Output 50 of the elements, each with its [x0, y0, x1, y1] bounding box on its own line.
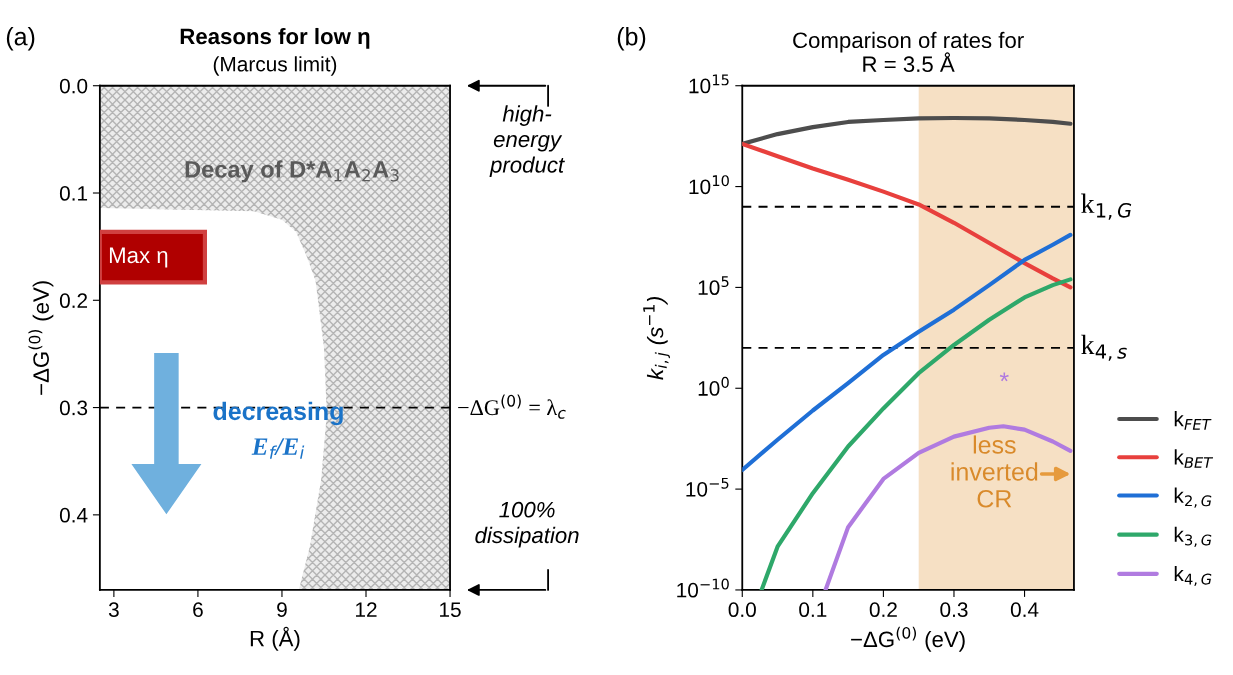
x-tick-label: 0.0	[728, 602, 756, 618]
x-tick-label: 12	[356, 602, 377, 617]
text: 100% dissipation	[475, 501, 579, 548]
y-tick-label: 0.3	[59, 400, 88, 416]
annotation: E$_{f}$/E$_{i}$	[251, 438, 305, 459]
x-tick-label: 6	[193, 602, 203, 618]
y-tick-label: 10$^{15}$	[689, 74, 729, 94]
y-tick-label: 10$^{10}$	[689, 175, 729, 195]
text: high- energy product	[489, 105, 565, 178]
chart-subtitle: (Marcus limit)	[213, 56, 337, 76]
y-tick-label: 0.1	[59, 186, 88, 201]
chart-title: Comparison of rates for R = 3.5 Å	[793, 31, 1024, 73]
x-axis-title: R (Å)	[250, 626, 300, 651]
y-tick-label: 10$^{−5}$	[686, 477, 729, 497]
legend-label: k$_{2,G}$	[1174, 487, 1212, 508]
y-axis-title: −ΔG$^{(0)}$ (eV)	[28, 281, 54, 395]
text: (a)	[6, 27, 35, 51]
y-tick-label: 0.4	[59, 507, 88, 523]
y-tick-label: 10$^{−10}$	[677, 578, 729, 598]
y-axis-title: k$_{i,j}$ (s$^{−1}$)	[643, 297, 670, 380]
y-tick-label: 10$^{5}$	[698, 276, 729, 296]
legend-label: k$_{BET}$	[1174, 449, 1214, 468]
x-tick-label: 0.4	[1010, 602, 1039, 618]
line-series	[742, 141, 1073, 290]
line-series	[759, 277, 1073, 590]
x-axis-title: −ΔG$^{(0)}$ (eV)	[851, 626, 965, 652]
ref-line-label: k$_{1,G}$	[1081, 193, 1132, 220]
ref-line-label: k$_{4,s}$	[1081, 334, 1127, 361]
x-tick-label: 15	[440, 602, 461, 618]
chart-title: Reasons for low η	[180, 27, 370, 49]
annotation: Max η	[109, 247, 168, 268]
text: (b)	[617, 27, 646, 51]
line-series	[823, 424, 1073, 590]
x-tick-label: 9	[277, 602, 287, 618]
x-tick-label: 0.2	[869, 602, 897, 618]
legend-label: k$_{4,G}$	[1174, 565, 1212, 587]
annotation: decreasing	[213, 401, 343, 426]
ref-line-label: −ΔG$^{(0)}$ = λ$_{c}$	[458, 394, 566, 419]
y-tick-label: 0.0	[59, 78, 88, 94]
line-series	[742, 115, 1073, 147]
x-tick-label: 0.3	[940, 602, 968, 618]
legend-label: k$_{3,G}$	[1174, 526, 1212, 547]
x-tick-label: 0.1	[799, 602, 827, 618]
y-tick-label: 10$^{0}$	[698, 376, 729, 396]
annotation: Decay of D*A$_{1}$A$_{2}$A$_{3}$	[185, 160, 399, 183]
y-tick-label: 0.2	[59, 293, 88, 309]
x-tick-label: 3	[108, 602, 119, 618]
legend-label: k$_{FET}$	[1174, 411, 1212, 430]
annotation: *	[999, 372, 1009, 382]
annotation: less inverted CR	[951, 435, 1038, 508]
